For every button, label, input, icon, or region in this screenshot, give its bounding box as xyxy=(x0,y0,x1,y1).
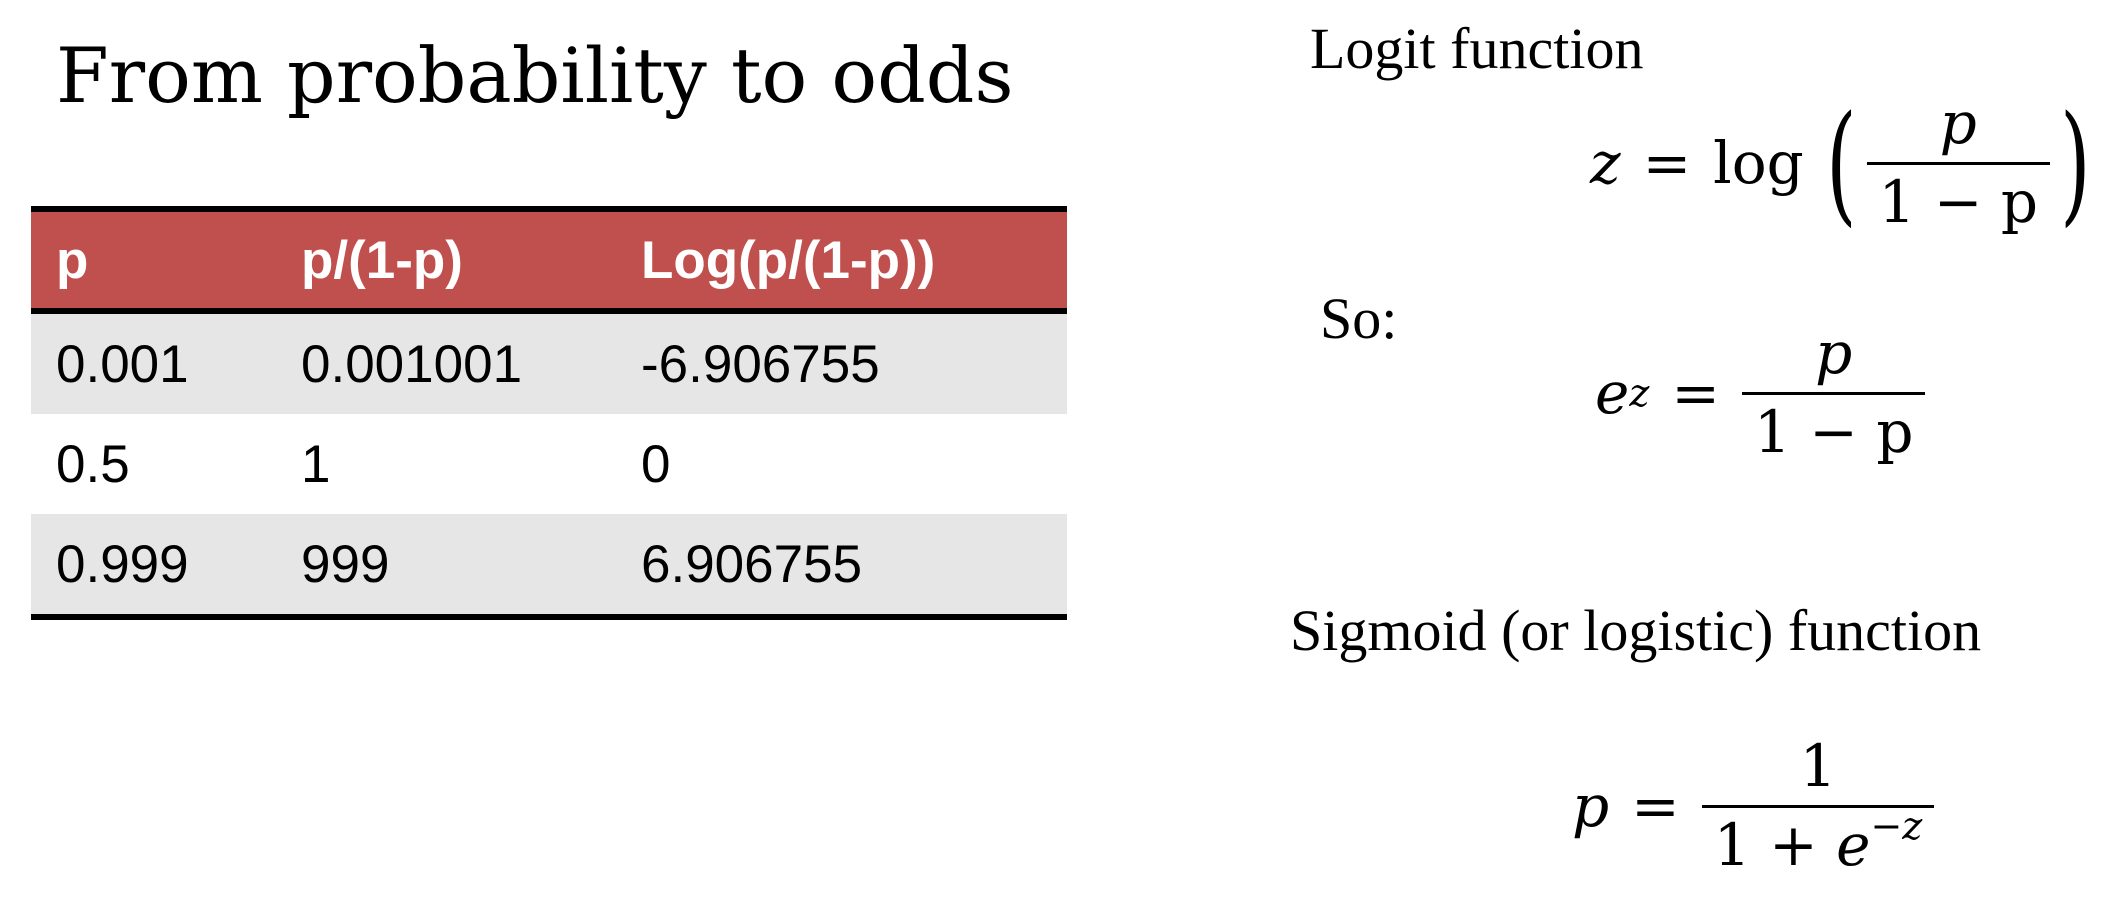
sigmoid-equation: p = 1 1 + e−z xyxy=(1572,732,1935,879)
fraction-bar xyxy=(1866,161,2050,165)
cell-log-odds: -6.906755 xyxy=(616,311,1067,414)
table-row: 0.999 999 6.906755 xyxy=(31,514,1067,620)
so-label: So: xyxy=(1320,286,1398,351)
sigmoid-lhs: p xyxy=(1572,772,1610,841)
exp-denominator: 1 − p xyxy=(1753,397,1914,466)
cell-p: 0.001 xyxy=(31,311,276,414)
probability-odds-table: p p/(1-p) Log(p/(1-p)) 0.001 0.001001 -6… xyxy=(31,206,1067,620)
column-header-odds: p/(1-p) xyxy=(276,206,616,314)
cell-odds: 999 xyxy=(276,514,616,620)
logit-equation: z = log ( p 1 − p ) xyxy=(1590,87,2101,240)
right-paren: ) xyxy=(2060,87,2091,240)
logit-log: log xyxy=(1713,129,1804,198)
left-paren: ( xyxy=(1825,87,1857,240)
sigmoid-numerator: 1 xyxy=(1799,732,1837,800)
slide-title: From probability to odds xyxy=(56,31,1014,120)
logit-function-label: Logit function xyxy=(1310,16,1644,81)
exp-fraction: p 1 − p xyxy=(1741,319,1926,466)
logit-denominator: 1 − p xyxy=(1878,167,2039,236)
column-header-p: p xyxy=(31,206,276,314)
sigmoid-denominator: 1 + e−z xyxy=(1702,807,1935,879)
table-row: 0.001 0.001001 -6.906755 xyxy=(31,311,1067,414)
exp-numerator: p xyxy=(1815,319,1853,387)
fraction-bar xyxy=(1701,804,1935,808)
logit-equals: = xyxy=(1642,129,1692,198)
sigmoid-den-prefix: 1 + xyxy=(1713,810,1837,879)
cell-p: 0.5 xyxy=(56,434,130,494)
logit-lhs: z xyxy=(1590,129,1621,198)
sigmoid-fraction: 1 1 + e−z xyxy=(1701,732,1935,879)
logit-numerator: p xyxy=(1939,89,1977,157)
fraction-bar xyxy=(1741,391,1926,395)
exp-equals: = xyxy=(1671,359,1720,428)
table-header-row: p p/(1-p) Log(p/(1-p)) xyxy=(31,206,1067,314)
exp-base: e xyxy=(1595,359,1630,428)
cell-p: 0.999 xyxy=(31,514,276,620)
sigmoid-den-base: e xyxy=(1836,810,1871,879)
cell-log-odds: 6.906755 xyxy=(616,514,1067,620)
cell-odds: 0.001001 xyxy=(276,311,616,414)
column-header-log-odds: Log(p/(1-p)) xyxy=(616,206,1067,314)
logit-fraction: p 1 − p xyxy=(1866,89,2050,236)
table-row: 0.5 1 0 xyxy=(31,414,1067,514)
sigmoid-function-label: Sigmoid (or logistic) function xyxy=(1290,598,1982,663)
cell-log-odds: 0 xyxy=(641,434,671,494)
sigmoid-equals: = xyxy=(1631,772,1680,841)
cell-odds: 1 xyxy=(301,434,331,494)
sigmoid-den-exponent: −z xyxy=(1870,803,1923,848)
